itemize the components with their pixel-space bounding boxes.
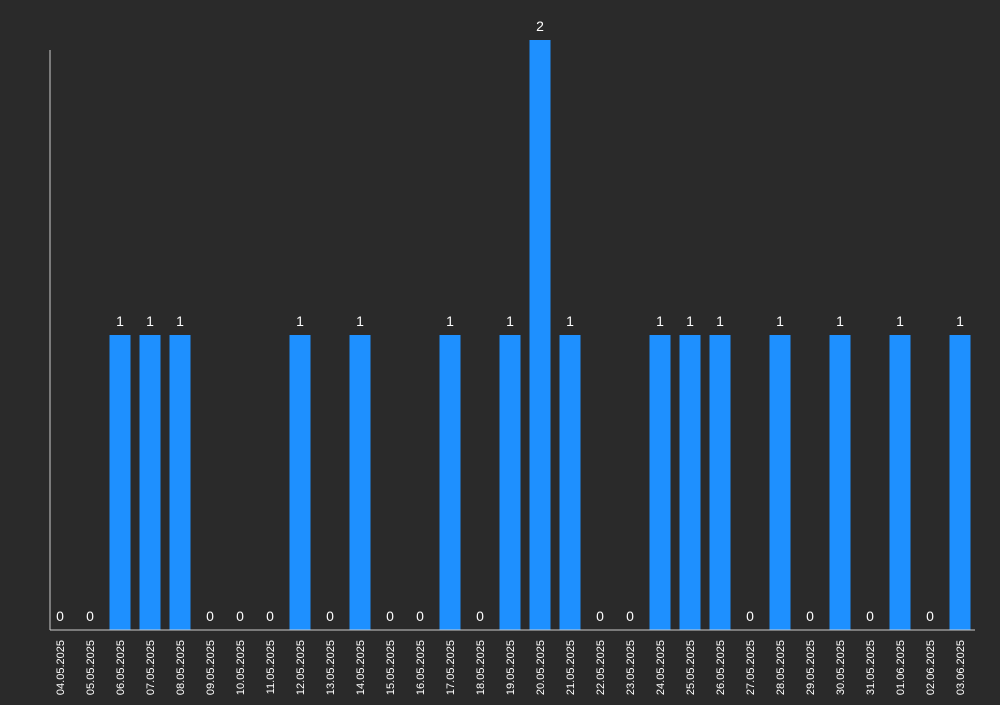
bar-01.06.2025 [889, 335, 911, 630]
bars-layer [109, 40, 971, 630]
value-label-14.05.2025: 1 [356, 313, 364, 329]
value-label-04.05.2025: 0 [56, 608, 64, 624]
x-tick-label-01.06.2025: 01.06.2025 [895, 640, 907, 695]
x-tick-labels-layer: 04.05.2025 05.05.2025 06.05.2025 07.05.2025… [55, 640, 967, 695]
bar-20.05.2025 [529, 40, 551, 630]
x-tick-label-22.05.2025: 22.05.2025 [595, 640, 607, 695]
x-tick-label-24.05.2025: 24.05.2025 [655, 640, 667, 695]
x-tick-label-04.05.2025: 04.05.2025 [55, 640, 67, 695]
bar-06.05.2025 [109, 335, 131, 630]
value-label-01.06.2025: 1 [896, 313, 904, 329]
value-label-10.05.2025: 0 [236, 608, 244, 624]
bar-21.05.2025 [559, 335, 581, 630]
x-tick-label-14.05.2025: 14.05.2025 [355, 640, 367, 695]
x-tick-label-26.05.2025: 26.05.2025 [715, 640, 727, 695]
value-label-31.05.2025: 0 [866, 608, 874, 624]
bar-14.05.2025 [349, 335, 371, 630]
x-tick-label-20.05.2025: 20.05.2025 [535, 640, 547, 695]
x-tick-label-16.05.2025: 16.05.2025 [415, 640, 427, 695]
x-tick-label-09.05.2025: 09.05.2025 [205, 640, 217, 695]
value-label-11.05.2025: 0 [266, 608, 274, 624]
x-tick-label-17.05.2025: 17.05.2025 [445, 640, 457, 695]
value-label-20.05.2025: 2 [536, 18, 544, 34]
value-label-27.05.2025: 0 [746, 608, 754, 624]
x-tick-label-15.05.2025: 15.05.2025 [385, 640, 397, 695]
x-tick-label-12.05.2025: 12.05.2025 [295, 640, 307, 695]
bar-28.05.2025 [769, 335, 791, 630]
x-tick-label-11.05.2025: 11.05.2025 [265, 640, 277, 694]
bar-24.05.2025 [649, 335, 671, 630]
x-tick-label-19.05.2025: 19.05.2025 [505, 640, 517, 695]
bar-26.05.2025 [709, 335, 731, 630]
x-tick-label-29.05.2025: 29.05.2025 [805, 640, 817, 695]
value-label-30.05.2025: 1 [836, 313, 844, 329]
value-label-24.05.2025: 1 [656, 313, 664, 329]
bar-08.05.2025 [169, 335, 191, 630]
x-tick-label-02.06.2025: 02.06.2025 [925, 640, 937, 695]
bar-25.05.2025 [679, 335, 701, 630]
value-label-06.05.2025: 1 [116, 313, 124, 329]
x-tick-label-10.05.2025: 10.05.2025 [235, 640, 247, 695]
bar-07.05.2025 [139, 335, 161, 630]
value-label-15.05.2025: 0 [386, 608, 394, 624]
x-tick-label-08.05.2025: 08.05.2025 [175, 640, 187, 695]
x-tick-label-27.05.2025: 27.05.2025 [745, 640, 757, 695]
value-label-19.05.2025: 1 [506, 313, 514, 329]
value-label-09.05.2025: 0 [206, 608, 214, 624]
value-label-28.05.2025: 1 [776, 313, 784, 329]
value-labels-layer: 0 0 1 1 1 0 0 0 1 0 1 0 0 1 0 1 2 1 0 0 1 1 1 0 1 0 1 0 1 0 1 [56, 18, 964, 624]
value-label-22.05.2025: 0 [596, 608, 604, 624]
bar-12.05.2025 [289, 335, 311, 630]
x-tick-label-18.05.2025: 18.05.2025 [475, 640, 487, 695]
value-label-29.05.2025: 0 [806, 608, 814, 624]
value-label-02.06.2025: 0 [926, 608, 934, 624]
x-tick-label-03.06.2025: 03.06.2025 [955, 640, 967, 695]
axes-layer [49, 50, 975, 631]
value-label-23.05.2025: 0 [626, 608, 634, 624]
x-tick-label-23.05.2025: 23.05.2025 [625, 640, 637, 695]
value-label-26.05.2025: 1 [716, 313, 724, 329]
x-tick-label-21.05.2025: 21.05.2025 [565, 640, 577, 695]
value-label-17.05.2025: 1 [446, 313, 454, 329]
value-label-18.05.2025: 0 [476, 608, 484, 624]
value-label-13.05.2025: 0 [326, 608, 334, 624]
value-label-25.05.2025: 1 [686, 313, 694, 329]
value-label-03.06.2025: 1 [956, 313, 964, 329]
x-tick-label-25.05.2025: 25.05.2025 [685, 640, 697, 695]
x-tick-label-31.05.2025: 31.05.2025 [865, 640, 877, 695]
value-label-12.05.2025: 1 [296, 313, 304, 329]
value-label-07.05.2025: 1 [146, 313, 154, 329]
value-label-05.05.2025: 0 [86, 608, 94, 624]
x-tick-label-28.05.2025: 28.05.2025 [775, 640, 787, 695]
x-tick-label-06.05.2025: 06.05.2025 [115, 640, 127, 695]
bar-30.05.2025 [829, 335, 851, 630]
value-label-16.05.2025: 0 [416, 608, 424, 624]
value-label-08.05.2025: 1 [176, 313, 184, 329]
x-tick-label-13.05.2025: 13.05.2025 [325, 640, 337, 695]
bar-03.06.2025 [949, 335, 971, 630]
x-tick-label-07.05.2025: 07.05.2025 [145, 640, 157, 695]
value-label-21.05.2025: 1 [566, 313, 574, 329]
x-tick-label-30.05.2025: 30.05.2025 [835, 640, 847, 695]
bar-17.05.2025 [439, 335, 461, 630]
x-tick-label-05.05.2025: 05.05.2025 [85, 640, 97, 695]
bar-19.05.2025 [499, 335, 521, 630]
